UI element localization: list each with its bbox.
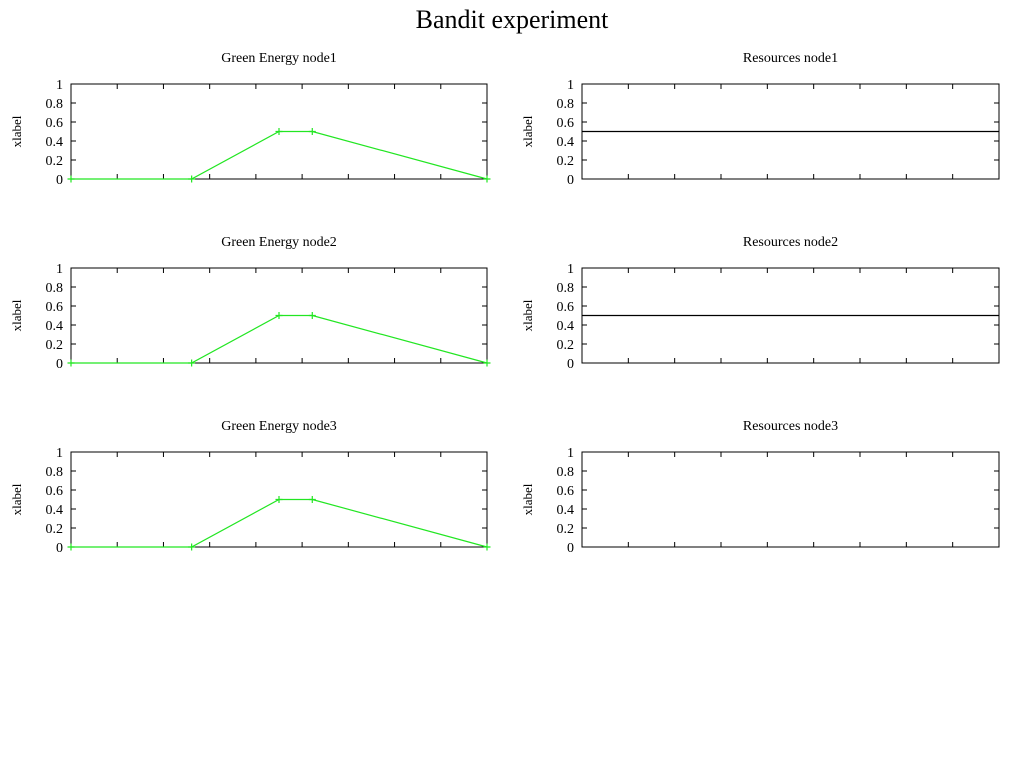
y-tick-label: 0.2 (557, 154, 575, 169)
y-tick-label: 0.8 (557, 281, 575, 296)
y-tick-label: 0.4 (46, 503, 64, 518)
y-tick-label: 0.8 (557, 465, 575, 480)
subplot-2: Resources node1 xlabel 0 0.2 0.4 0.6 0.8 1 (520, 51, 1000, 188)
y-tick-label: 0.8 (46, 97, 64, 112)
subplot-1: Green Energy node1 xlabel 0 0.2 0.4 0.6 0.8 1 (9, 51, 491, 188)
y-tick-label: 0.6 (46, 484, 64, 499)
plot-frame (70, 83, 488, 180)
y-tick-label: 1 (567, 78, 574, 93)
data-point (308, 128, 316, 135)
data-point (275, 128, 283, 135)
y-tick-label: 0.4 (557, 503, 575, 518)
y-tick-label: 0 (567, 357, 574, 372)
subplot-title: Green Energy node2 (221, 235, 337, 250)
y-tick-label: 0.2 (46, 154, 64, 169)
y-tick-label: 0.4 (557, 135, 575, 150)
data-point (308, 496, 316, 503)
subplot-4: Resources node2 xlabel 0 0.2 0.4 0.6 0.8 1 (520, 235, 1000, 372)
subplot-title: Resources node2 (743, 235, 838, 250)
data-point (275, 496, 283, 503)
y-tick-label: 0.4 (557, 319, 575, 334)
data-point (483, 175, 491, 183)
series-line (71, 130, 488, 180)
y-tick-label: 0.6 (46, 300, 64, 315)
y-axis-label: xlabel (520, 115, 535, 147)
subplot-title: Resources node3 (743, 419, 838, 434)
subplot-title: Green Energy node1 (221, 51, 337, 66)
series-line (71, 498, 488, 548)
y-tick-label: 0.4 (46, 135, 64, 150)
subplot-6: Resources node3 xlabel 0 0.2 0.4 0.6 0.8 1 (520, 419, 1000, 556)
y-tick-label: 1 (56, 262, 63, 277)
subplot-grid: Green Energy node1xlabel00.20.40.60.81Re… (9, 51, 1000, 556)
plot-frame (70, 267, 488, 364)
y-tick-label: 0.8 (557, 97, 575, 112)
y-tick-label: 0.2 (557, 338, 575, 353)
subplot-5: Green Energy node3 xlabel 0 0.2 0.4 0.6 0.8 1 (9, 419, 491, 556)
y-tick-label: 0.2 (557, 522, 575, 537)
subplot-title: Resources node1 (743, 51, 838, 66)
y-tick-label: 1 (567, 262, 574, 277)
data-point (275, 312, 283, 319)
y-tick-label: 0.6 (557, 116, 575, 131)
data-point (188, 175, 196, 183)
y-tick-label: 0 (567, 541, 574, 556)
y-tick-label: 0 (56, 357, 63, 372)
data-point (308, 312, 316, 319)
data-point (483, 359, 491, 367)
y-tick-label: 0.2 (46, 522, 64, 537)
data-point (483, 543, 491, 551)
y-axis-label: xlabel (9, 115, 24, 147)
data-point (188, 543, 196, 551)
y-axis-label: xlabel (520, 299, 535, 331)
y-axis-label: xlabel (520, 483, 535, 515)
subplot-title: Green Energy node3 (221, 419, 337, 434)
y-tick-label: 0.2 (46, 338, 64, 353)
y-tick-label: 0 (567, 173, 574, 188)
data-point (188, 359, 196, 367)
y-tick-label: 0.6 (557, 484, 575, 499)
y-tick-label: 0 (56, 173, 63, 188)
data-point (67, 175, 75, 183)
y-tick-label: 1 (56, 446, 63, 461)
y-tick-label: 0 (56, 541, 63, 556)
y-tick-label: 0.4 (46, 319, 64, 334)
figure-title: Bandit experiment (416, 5, 610, 34)
data-point (67, 543, 75, 551)
y-axis-label: xlabel (9, 483, 24, 515)
series-line (71, 314, 488, 364)
plot-frame (70, 451, 488, 548)
subplot-3: Green Energy node2 xlabel 0 0.2 0.4 0.6 0.8 1 (9, 235, 491, 372)
y-tick-label: 0.6 (46, 116, 64, 131)
y-tick-label: 0.8 (46, 465, 64, 480)
y-axis-label: xlabel (9, 299, 24, 331)
plot-frame (581, 451, 1000, 548)
y-tick-label: 1 (567, 446, 574, 461)
y-tick-label: 0.6 (557, 300, 575, 315)
y-tick-label: 0.8 (46, 281, 64, 296)
data-point (67, 359, 75, 367)
y-tick-label: 1 (56, 78, 63, 93)
